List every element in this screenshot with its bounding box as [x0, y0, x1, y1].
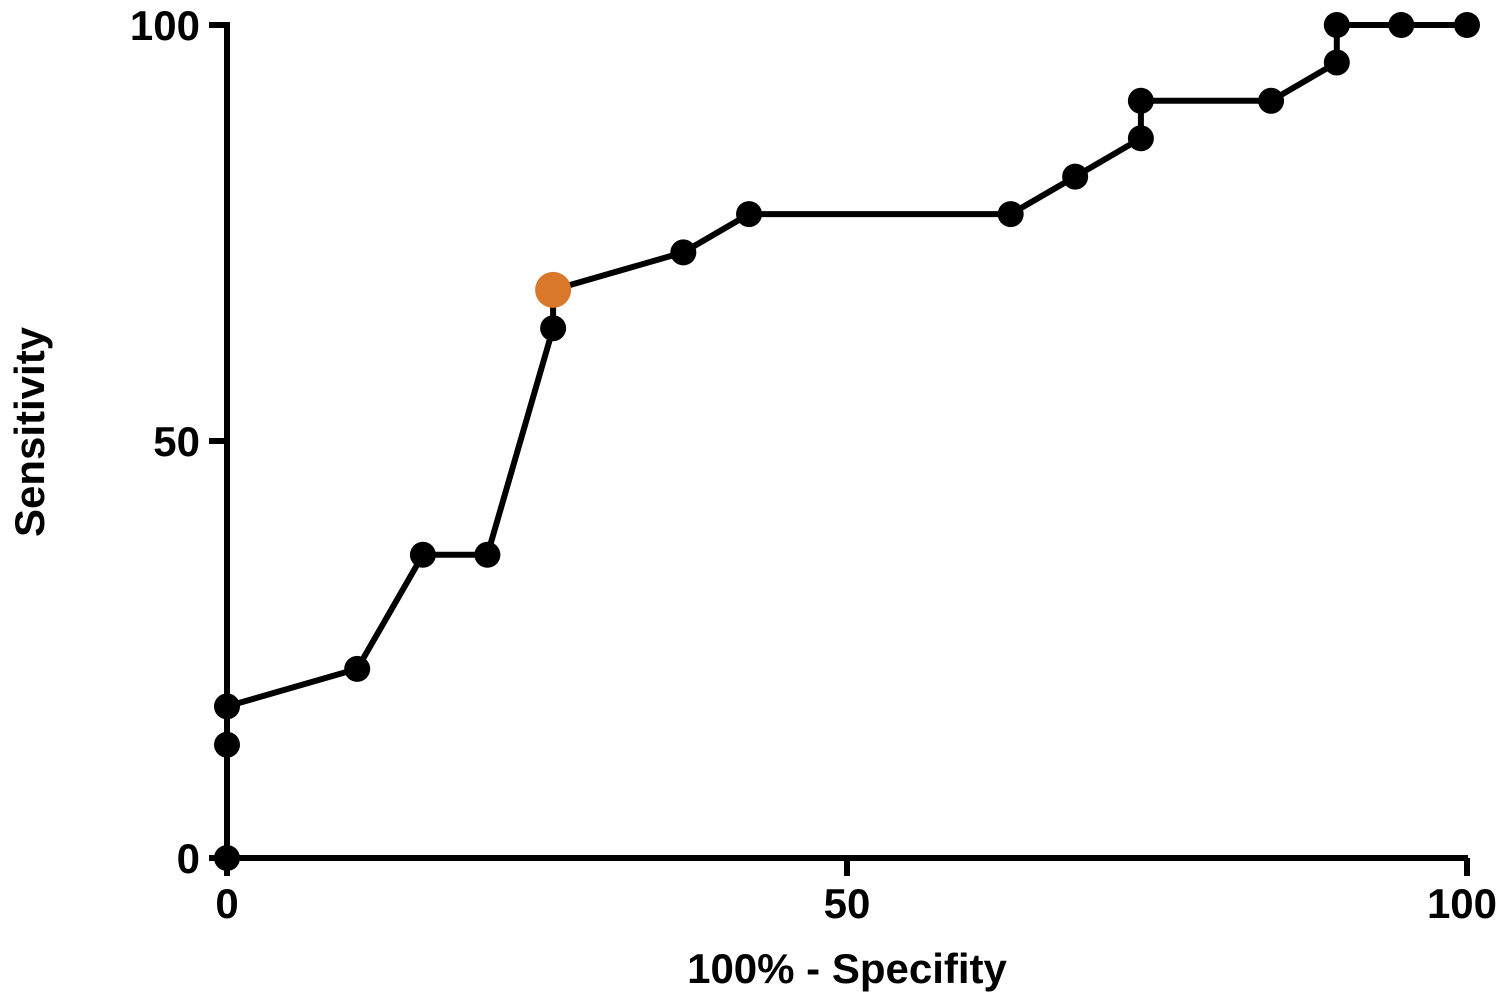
roc-point-10 [997, 201, 1024, 228]
roc-point-18 [1454, 12, 1480, 38]
roc-point-11 [1062, 163, 1089, 190]
x-tick-label-50: 50 [824, 880, 871, 927]
x-tick-label-0: 0 [215, 880, 238, 927]
roc-point-17 [1388, 12, 1415, 38]
roc-point-15 [1323, 49, 1350, 76]
roc-point-14 [1258, 87, 1285, 114]
plot-layer [214, 12, 1480, 871]
y-axis-title: Sensitivity [6, 326, 53, 537]
x-axis-title: 100% - Specifity [687, 945, 1007, 992]
roc-point-13 [1127, 87, 1154, 114]
roc-curve-line [224, 22, 1467, 858]
y-tick-label-100: 100 [130, 2, 200, 49]
roc-point-5 [474, 541, 501, 568]
roc-point-9 [736, 201, 763, 228]
highlighted-cutoff-point [535, 271, 572, 308]
y-tick-label-0: 0 [177, 835, 200, 882]
roc-point-12 [1127, 125, 1154, 152]
x-tick-label-100: 100 [1427, 880, 1497, 927]
roc-point-16 [1323, 12, 1350, 38]
roc-point-6 [540, 315, 567, 342]
roc-point-4 [409, 541, 436, 568]
roc-point-8 [670, 239, 697, 266]
y-tick-label-50: 50 [153, 418, 200, 465]
roc-point-3 [344, 655, 371, 682]
